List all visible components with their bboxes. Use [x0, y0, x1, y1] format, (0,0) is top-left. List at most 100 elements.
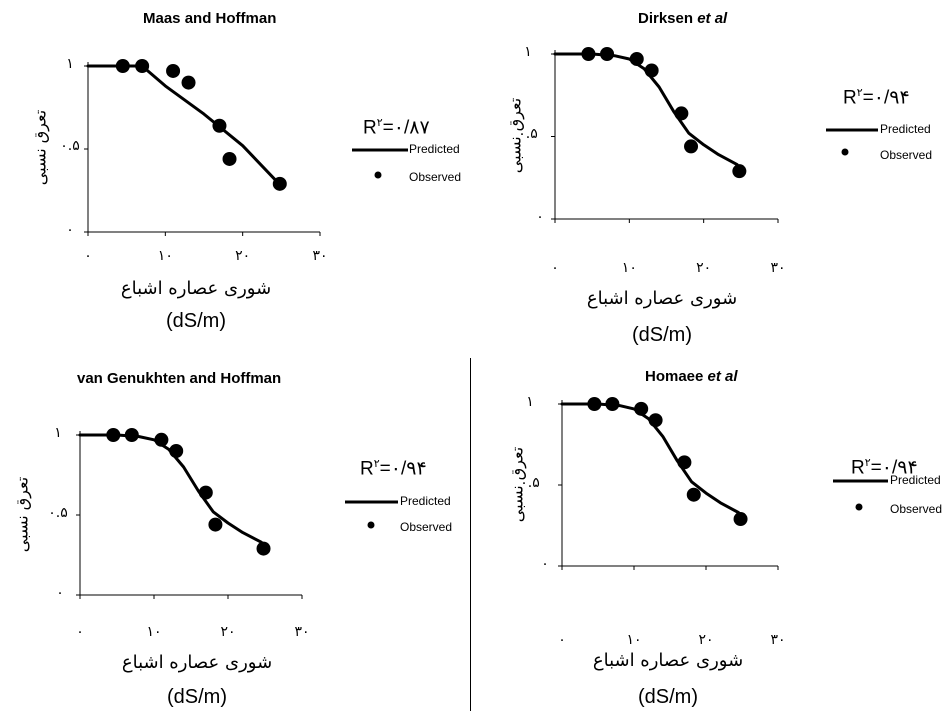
- chart-title-text: van Genukhten and Hoffman: [77, 370, 282, 387]
- r-squared-value: =۰/۸۷: [382, 117, 430, 139]
- y-tick-label: ۰.۵: [48, 505, 68, 521]
- x-axis-label: شوری عصاره اشباع: [121, 652, 273, 673]
- y-tick-label: ۰.۵: [520, 475, 540, 491]
- legend-observed-label: Observed: [400, 520, 453, 534]
- observed-point: [208, 517, 223, 532]
- legend-predicted-label: Predicted: [890, 473, 941, 487]
- observed-point: [644, 63, 659, 78]
- observed-point: [198, 485, 213, 500]
- r-squared-annotation: R۲=۰/۹۴: [843, 86, 910, 109]
- x-tick-label: ۲۰: [235, 248, 251, 264]
- x-tick-label: ۲۰: [220, 624, 236, 640]
- observed-point: [169, 444, 184, 458]
- r-squared-superscript: ۲: [376, 117, 383, 129]
- r-squared-annotation: R۲=۰/۸۷: [363, 116, 430, 139]
- x-tick-label: ۱۰: [626, 632, 642, 648]
- legend-observed-label: Observed: [880, 148, 933, 162]
- y-tick-label: ۰.۵: [518, 126, 538, 142]
- chart-title: Homaee et al: [645, 368, 738, 385]
- chart-title-text: Homaee: [645, 368, 708, 385]
- r-squared-base: R: [843, 87, 857, 109]
- r-squared-base: R: [360, 458, 374, 480]
- observed-point: [684, 139, 699, 154]
- observed-point: [629, 51, 644, 66]
- observed-point: [634, 401, 649, 416]
- observed-point: [166, 63, 181, 78]
- chart-title: Dirksen et al: [638, 10, 727, 27]
- chart-title-text: Dirksen: [638, 10, 698, 27]
- observed-point: [677, 455, 692, 470]
- x-tick-label: ۰: [551, 260, 559, 276]
- legend-predicted-label: Predicted: [409, 142, 460, 156]
- observed-point: [212, 118, 227, 133]
- y-axis-label: تعرق نسبی: [507, 446, 527, 523]
- observed-point: [686, 487, 701, 502]
- legend-observed-swatch: [374, 171, 382, 179]
- x-tick-label: ۱۰: [157, 248, 173, 264]
- y-tick-label: ۱: [524, 44, 532, 60]
- r-squared-value: =۰/۹۴: [870, 457, 918, 479]
- r-squared-value: =۰/۹۴: [862, 87, 910, 109]
- legend-observed-swatch: [841, 148, 849, 156]
- legend-observed-swatch: [367, 521, 375, 529]
- x-tick-label: ۳۰: [770, 260, 786, 276]
- x-axis-unit: (dS/m): [638, 686, 698, 708]
- observed-point: [732, 164, 747, 179]
- x-axis-unit: (dS/m): [167, 686, 227, 708]
- chart-title-italic: et al: [697, 10, 728, 27]
- y-tick-label: ۰: [541, 556, 549, 572]
- observed-point: [587, 397, 602, 411]
- x-tick-label: ۰: [84, 248, 92, 264]
- x-tick-label: ۰: [558, 632, 566, 648]
- legend-predicted-label: Predicted: [880, 122, 931, 136]
- legend-predicted-label: Predicted: [400, 494, 451, 508]
- x-axis-unit: (dS/m): [166, 310, 226, 332]
- x-tick-label: ۲۰: [696, 260, 712, 276]
- x-tick-label: ۱۰: [146, 624, 162, 640]
- observed-point: [605, 397, 620, 411]
- x-tick-label: ۲۰: [698, 632, 714, 648]
- r-squared-value: =۰/۹۴: [379, 458, 427, 480]
- r-squared-annotation: R۲=۰/۹۴: [851, 456, 918, 479]
- observed-point: [272, 176, 287, 191]
- r-squared-superscript: ۲: [856, 87, 863, 99]
- observed-point: [581, 47, 596, 61]
- r-squared-base: R: [851, 457, 865, 479]
- observed-point: [135, 59, 150, 73]
- observed-point: [674, 106, 689, 121]
- y-tick-label: ۰.۵: [60, 138, 80, 154]
- chart-title: Maas and Hoffman: [143, 10, 276, 27]
- x-axis-label: شوری عصاره اشباع: [592, 650, 744, 671]
- observed-point: [600, 47, 615, 61]
- observed-point: [256, 541, 271, 556]
- observed-point: [733, 512, 748, 527]
- legend-observed-label: Observed: [409, 170, 462, 184]
- y-tick-label: ۰: [536, 209, 544, 225]
- chart-title-italic: et al: [707, 368, 738, 385]
- x-tick-label: ۱۰: [621, 260, 637, 276]
- y-tick-label: ۱: [526, 394, 534, 410]
- chart-title: van Genukhten and Hoffman: [77, 370, 281, 387]
- panel-divider: [470, 358, 471, 711]
- r-squared-superscript: ۲: [373, 458, 380, 470]
- legend-observed-swatch: [855, 503, 863, 511]
- observed-point: [106, 428, 121, 442]
- observed-point: [124, 428, 139, 442]
- legend-observed-label: Observed: [890, 502, 943, 516]
- x-axis-label: شوری عصاره اشباع: [120, 278, 272, 299]
- observed-point: [648, 413, 663, 428]
- x-axis-unit: (dS/m): [632, 324, 692, 346]
- y-tick-label: ۰: [66, 222, 74, 238]
- r-squared-base: R: [363, 117, 377, 139]
- observed-point: [181, 75, 196, 90]
- r-squared-annotation: R۲=۰/۹۴: [360, 457, 427, 480]
- x-tick-label: ۳۰: [770, 632, 786, 648]
- r-squared-superscript: ۲: [864, 457, 871, 469]
- observed-point: [154, 432, 169, 447]
- observed-point: [115, 59, 130, 73]
- x-tick-label: ۰: [76, 624, 84, 640]
